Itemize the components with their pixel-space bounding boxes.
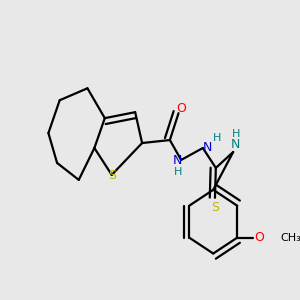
Text: H: H (212, 133, 221, 143)
Text: S: S (108, 169, 116, 182)
Text: N: N (202, 140, 212, 154)
Text: O: O (254, 231, 264, 244)
Text: H: H (232, 129, 240, 139)
Text: N: N (173, 154, 182, 167)
Text: CH₃: CH₃ (281, 232, 300, 243)
Text: S: S (211, 201, 219, 214)
Text: O: O (176, 102, 186, 115)
Text: N: N (231, 137, 241, 151)
Text: H: H (173, 167, 182, 177)
